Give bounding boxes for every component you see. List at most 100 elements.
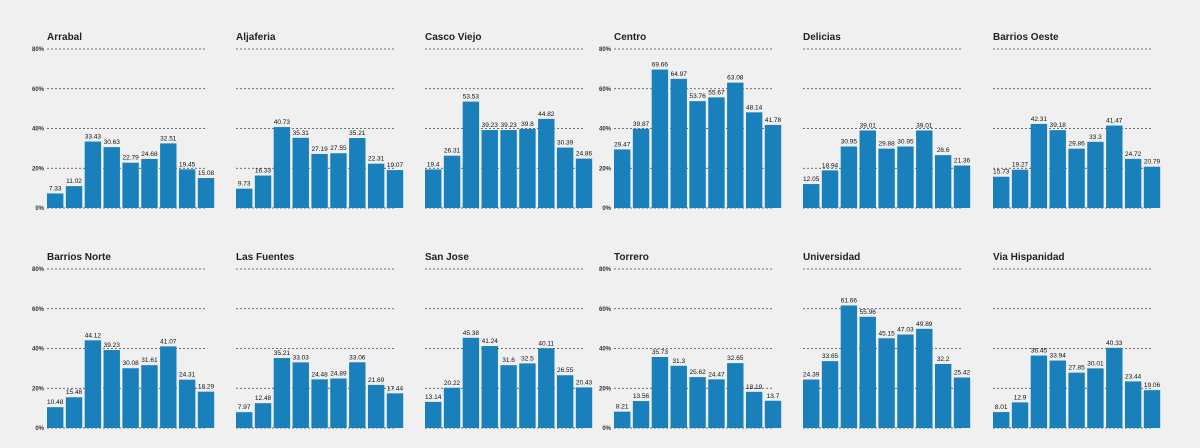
panel-11-bar xyxy=(1068,372,1085,428)
panel-1-bar xyxy=(367,163,385,208)
panel-11-bar xyxy=(1124,381,1142,428)
panel-11-bar-value-label: 23.44 xyxy=(1125,373,1142,380)
panel-6-y-tick-label: 60% xyxy=(32,307,45,313)
panel-6-bar-value-label: 41.07 xyxy=(160,338,177,345)
panel-1-bar xyxy=(349,138,366,208)
panel-8-bar-value-label: 26.55 xyxy=(557,367,574,374)
panel-4-bar-value-label: 29.88 xyxy=(878,141,895,148)
panel-3-bar xyxy=(651,69,669,208)
panel-2-bar xyxy=(500,130,517,208)
panel-5-bar-value-label: 39.18 xyxy=(1050,122,1067,129)
panel-5-bar xyxy=(1049,130,1066,208)
panel-3-bar-value-label: 55.67 xyxy=(708,89,725,96)
panel-5-bar xyxy=(1068,148,1085,208)
panel-2-bar-value-label: 26.31 xyxy=(444,148,461,155)
panel-7-bar xyxy=(236,412,253,428)
panel-1-bar xyxy=(254,175,272,208)
panel-6-bar-value-label: 24.31 xyxy=(179,372,196,379)
panel-5-bar xyxy=(1087,141,1104,208)
panel-8-bar-value-label: 13.14 xyxy=(425,394,442,401)
panel-9-bar xyxy=(614,411,631,428)
panel-4-bar-value-label: 39.01 xyxy=(860,122,877,129)
panel-1-title: Aljaferia xyxy=(236,32,276,43)
panel-1-bar-value-label: 9.73 xyxy=(238,181,251,188)
panel-11-bar-value-label: 33.94 xyxy=(1050,353,1067,360)
panel-2-bar-value-label: 39.23 xyxy=(500,122,517,129)
panel-1-bar xyxy=(292,137,309,208)
panel-0-bar-value-label: 32.51 xyxy=(160,135,177,142)
panel-11-bar-value-label: 8.01 xyxy=(995,404,1008,411)
panel-7-bar xyxy=(311,379,328,428)
panel-6-bar xyxy=(160,346,177,428)
panel-8-bar xyxy=(481,346,498,428)
panel-10-bar xyxy=(840,305,858,428)
panel-0-bar-value-label: 19.45 xyxy=(179,161,196,168)
panel-9-bar xyxy=(764,400,782,428)
panel-0-bar xyxy=(47,193,64,208)
panel-11-bar xyxy=(1106,347,1123,428)
panel-2-bar-value-label: 39.8 xyxy=(521,121,534,128)
panel-6-bar xyxy=(178,379,196,428)
panel-0-bar xyxy=(197,178,215,208)
panel-0-bar-value-label: 24.68 xyxy=(141,151,158,158)
panel-0-bar xyxy=(84,141,102,208)
panel-4-bar xyxy=(803,184,820,208)
panel-8-bar-value-label: 32.5 xyxy=(521,355,534,362)
panel-7-bar-value-label: 35.21 xyxy=(274,350,291,357)
panel-0-y-tick-label: 0% xyxy=(35,206,44,212)
panel-2-bar xyxy=(443,155,461,208)
panel-2-bar-value-label: 24.86 xyxy=(576,151,593,158)
panel-7-bar-value-label: 21.69 xyxy=(368,377,385,384)
panel-3-bar-value-label: 69.66 xyxy=(652,62,669,69)
panel-2-bar xyxy=(462,101,480,208)
panel-8-bar-value-label: 45.38 xyxy=(463,330,480,337)
panel-8-bar xyxy=(519,363,536,428)
panel-3-bar xyxy=(689,101,706,208)
panel-10-bar xyxy=(897,334,914,428)
panel-10-bar-value-label: 33.65 xyxy=(822,353,839,360)
panel-2-bar-value-label: 39.23 xyxy=(482,122,499,129)
panel-1-bar-value-label: 19.07 xyxy=(387,162,404,169)
panel-11-bar xyxy=(1143,390,1161,428)
panel-10-bar-value-label: 61.66 xyxy=(841,297,858,304)
panel-9-bar xyxy=(727,363,744,428)
panel-8-title: San Jose xyxy=(425,252,469,263)
panel-11-bar-value-label: 12.9 xyxy=(1014,394,1027,401)
panel-0-bar-value-label: 22.79 xyxy=(122,155,139,162)
panel-11-title: Via Hispanidad xyxy=(993,252,1065,263)
panel-0-bar xyxy=(103,147,120,208)
panel-9-bar-value-label: 13.7 xyxy=(767,393,780,400)
panel-4-bar-value-label: 39.01 xyxy=(916,122,933,129)
panel-0-y-tick-label: 60% xyxy=(32,87,45,93)
panel-0-bar-value-label: 33.43 xyxy=(85,134,102,141)
panel-4-bar xyxy=(953,165,971,208)
panel-7-bar-value-label: 33.03 xyxy=(293,354,310,361)
panel-2-bar xyxy=(538,118,555,208)
panel-8-bar xyxy=(443,387,461,428)
panel-1-bar-value-label: 27.55 xyxy=(330,145,347,152)
panel-5-bar xyxy=(1030,123,1048,208)
panel-2-bar-value-label: 53.53 xyxy=(463,94,480,101)
panel-9-y-tick-label: 80% xyxy=(599,267,612,273)
panel-6-bar-value-label: 10.48 xyxy=(47,399,64,406)
panel-8-bar-value-label: 41.24 xyxy=(482,338,499,345)
panel-7-bar xyxy=(292,362,309,428)
panel-7-bar xyxy=(330,378,347,428)
panel-0-y-tick-label: 40% xyxy=(32,127,45,133)
panel-7-bar xyxy=(273,358,291,428)
panel-4-bar xyxy=(916,130,933,208)
panel-0-bar-value-label: 7.33 xyxy=(49,185,62,192)
panel-6-y-tick-label: 0% xyxy=(35,426,44,432)
panel-6-bar xyxy=(141,365,158,428)
panel-9-bar xyxy=(708,379,725,428)
panel-6-y-tick-label: 80% xyxy=(32,267,45,273)
panel-8-bar xyxy=(425,401,442,428)
panel-3-bar xyxy=(745,112,763,208)
panel-9-y-tick-label: 40% xyxy=(599,347,612,353)
panel-9-bar-value-label: 18.19 xyxy=(746,384,763,391)
panel-5-title: Barrios Oeste xyxy=(993,32,1059,43)
panel-3-bar xyxy=(614,149,631,208)
panel-4-bar-value-label: 21.36 xyxy=(954,158,971,165)
panel-5-bar-value-label: 15.73 xyxy=(993,169,1010,176)
panel-2-bar-value-label: 30.39 xyxy=(557,140,574,147)
